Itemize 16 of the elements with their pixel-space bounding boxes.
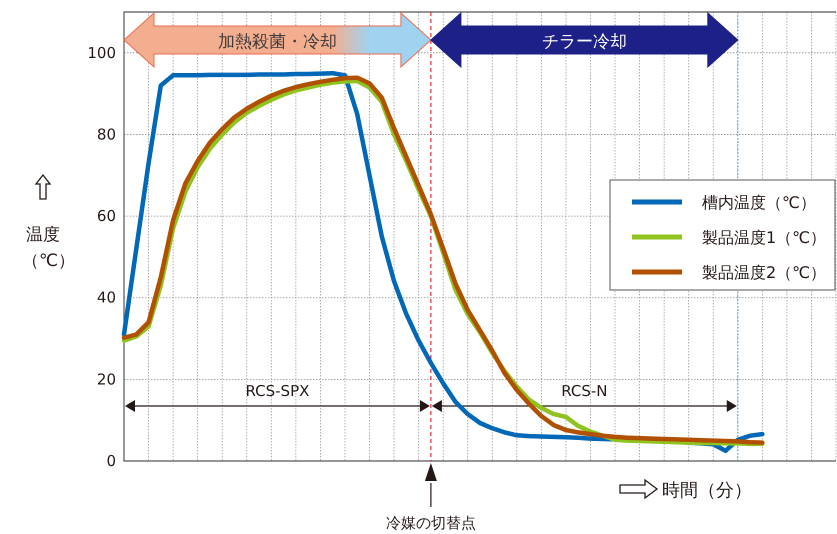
y-tick-label: 80	[96, 125, 116, 144]
y-tick-label: 60	[96, 207, 116, 226]
annotation: RCS-N	[561, 382, 608, 400]
y-tick-label: 40	[96, 288, 116, 307]
text: 冷媒の切替点	[386, 514, 476, 532]
x-axis-title: 時間（分）	[662, 480, 752, 501]
legend-label: 槽内温度（℃）	[702, 193, 816, 212]
annotation: RCS-SPX	[245, 382, 310, 400]
legend-label: 製品温度2（℃）	[702, 263, 826, 282]
y-tick-label: 20	[96, 370, 116, 388]
y-tick-label: 100	[87, 44, 116, 62]
annotation: チラー冷却	[542, 32, 627, 52]
y-tick-label: 0	[106, 452, 116, 470]
y-axis-title: 温度（℃）	[22, 224, 76, 273]
annotation: 加熱殺菌・冷却	[218, 32, 337, 52]
legend-label: 製品温度1（℃）	[702, 228, 826, 247]
